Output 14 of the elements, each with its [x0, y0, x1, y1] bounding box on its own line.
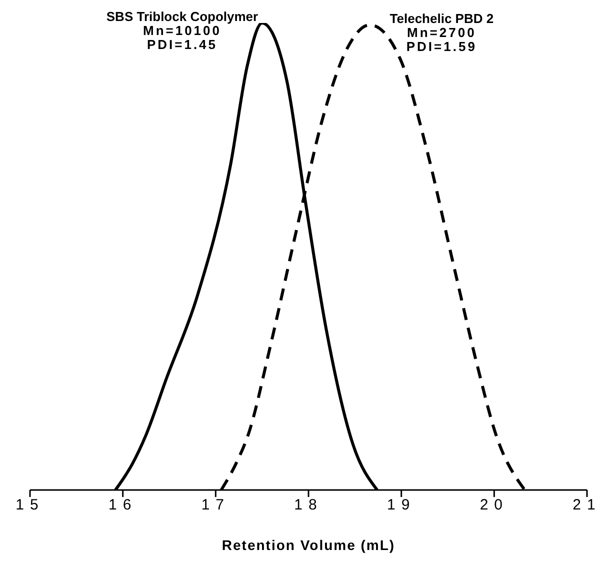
x-axis-title: Retention Volume (mL): [222, 537, 396, 553]
x-tick-label: 21: [572, 496, 598, 514]
annotation: Mn=10100: [142, 23, 222, 38]
x-tick-label: 18: [294, 496, 323, 514]
annotation: PDI=1.59: [405, 38, 478, 54]
x-tick-label: 16: [108, 496, 138, 514]
series-label: SBS Triblock Copolymer: [106, 9, 258, 24]
series-label: Telechelic PBD 2: [390, 10, 494, 26]
x-tick-label: 15: [16, 496, 44, 514]
x-tick-label: 20: [480, 496, 509, 514]
annotation: Mn=2700: [406, 24, 478, 40]
annotation: PDI=1.45: [146, 37, 219, 52]
x-tick-label: 19: [386, 496, 416, 514]
x-tick-label: 17: [201, 496, 230, 514]
